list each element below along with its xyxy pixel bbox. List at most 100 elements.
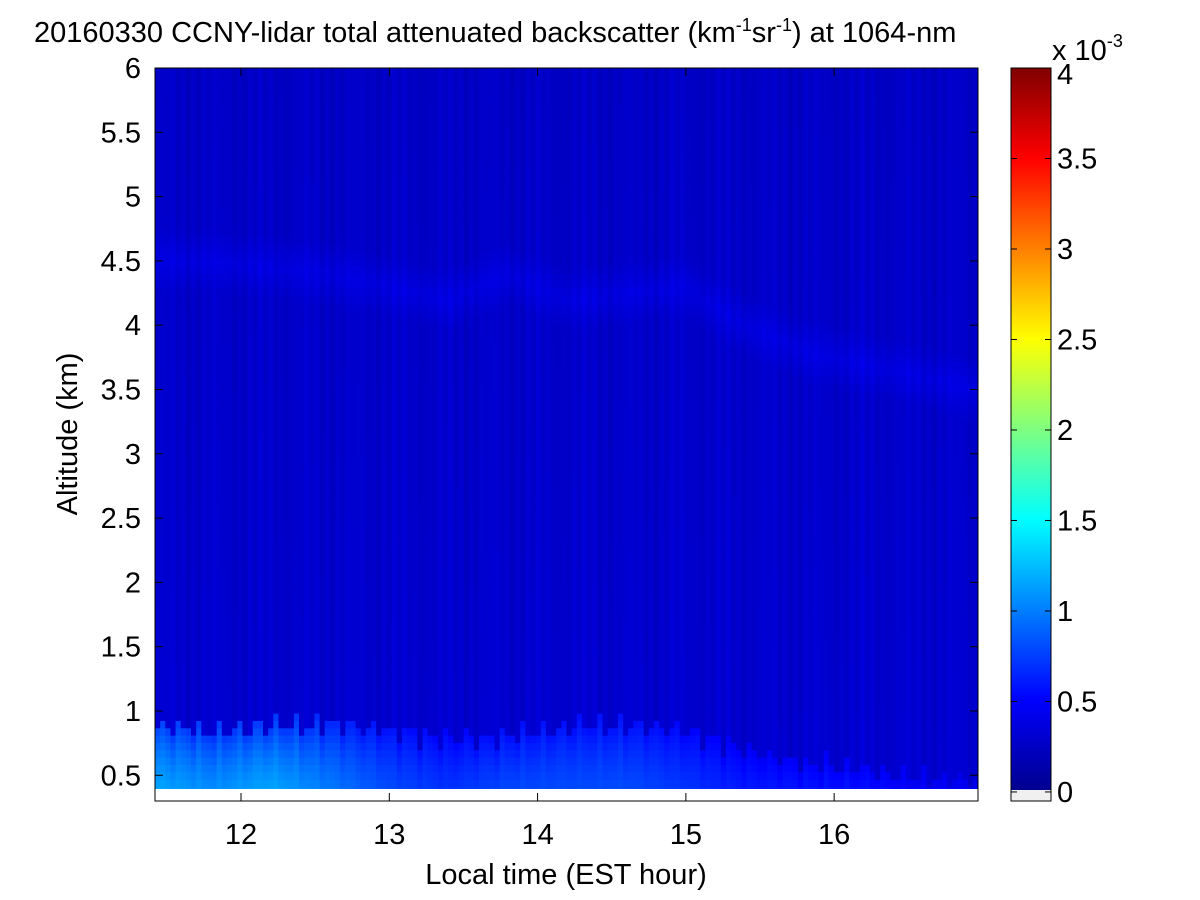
heatmap-cell: [335, 412, 341, 421]
heatmap-cell: [237, 449, 244, 458]
heatmap-cell: [350, 654, 357, 663]
heatmap-cell: [288, 148, 295, 157]
heatmap-cell: [335, 368, 341, 377]
heatmap-cell: [180, 727, 187, 736]
heatmap-cell: [257, 317, 264, 326]
heatmap-cell: [206, 207, 213, 216]
heatmap-cell: [371, 163, 377, 172]
heatmap-cell: [268, 68, 274, 76]
heatmap-cell: [360, 639, 367, 648]
heatmap-cell: [242, 185, 249, 194]
heatmap-cell: [170, 507, 177, 516]
heatmap-cell: [381, 617, 388, 626]
heatmap-cell: [407, 764, 413, 773]
heatmap-cell: [263, 749, 269, 758]
heatmap-cell: [160, 339, 166, 348]
heatmap-cell: [165, 324, 172, 333]
heatmap-cell: [180, 603, 187, 612]
heatmap-cell: [221, 229, 228, 238]
heatmap-cell: [160, 471, 166, 480]
heatmap-cell: [314, 749, 321, 758]
heatmap-cell: [252, 595, 259, 604]
heatmap-cell: [304, 683, 310, 692]
heatmap-cell: [340, 449, 346, 458]
heatmap-cell: [381, 507, 388, 516]
heatmap-cell: [293, 317, 300, 326]
heatmap-cell: [299, 353, 305, 362]
heatmap-cell: [273, 309, 280, 318]
heatmap-cell: [288, 163, 295, 172]
heatmap-cell: [350, 68, 357, 76]
heatmap-cell: [376, 544, 382, 553]
heatmap-cell: [335, 779, 341, 787]
heatmap-cell: [247, 588, 254, 597]
heatmap-cell: [165, 713, 172, 721]
heatmap-cell: [227, 302, 233, 311]
heatmap-cell: [175, 625, 182, 634]
heatmap-cell: [221, 610, 228, 619]
heatmap-cell: [324, 214, 331, 223]
heatmap-cell: [335, 507, 341, 516]
heatmap-cell: [170, 375, 177, 384]
heatmap-cell: [191, 221, 197, 230]
heatmap-cell: [288, 324, 295, 333]
heatmap-cell: [319, 566, 326, 575]
heatmap-cell: [329, 771, 336, 780]
heatmap-cell: [381, 331, 388, 340]
heatmap-cell: [376, 647, 382, 655]
heatmap-cell: [242, 507, 249, 516]
heatmap-cell: [288, 683, 295, 692]
heatmap-cell: [293, 324, 300, 333]
heatmap-cell: [201, 287, 208, 296]
heatmap-cell: [396, 133, 403, 142]
heatmap-cell: [345, 317, 352, 326]
heatmap-cell: [283, 104, 290, 113]
heatmap-cell: [242, 243, 249, 252]
heatmap-cell: [324, 507, 331, 516]
heatmap-cell: [340, 632, 346, 641]
heatmap-cell: [160, 273, 166, 282]
heatmap-cell: [283, 427, 290, 436]
heatmap-cell: [365, 515, 372, 524]
heatmap-cell: [170, 441, 177, 450]
heatmap-cell: [314, 397, 321, 406]
heatmap-cell: [324, 104, 331, 113]
heatmap-cell: [232, 361, 238, 370]
heatmap-cell: [283, 111, 290, 120]
heatmap-cell: [155, 478, 161, 487]
heatmap-cell: [196, 544, 202, 553]
heatmap-cell: [201, 625, 208, 634]
heatmap-cell: [355, 68, 362, 76]
heatmap-cell: [386, 383, 393, 392]
heatmap-cell: [247, 515, 254, 524]
heatmap-cell: [283, 148, 290, 157]
heatmap-cell: [329, 603, 336, 612]
heatmap-cell: [324, 192, 331, 201]
heatmap-cell: [365, 698, 372, 707]
heatmap-cell: [288, 177, 295, 186]
heatmap-cell: [283, 617, 290, 626]
heatmap-cell: [324, 177, 331, 186]
heatmap-cell: [165, 434, 172, 443]
heatmap-cell: [180, 639, 187, 648]
heatmap-cell: [299, 573, 305, 582]
heatmap-cell: [170, 522, 177, 531]
heatmap-cell: [309, 698, 316, 707]
heatmap-cell: [288, 632, 295, 641]
heatmap-cell: [340, 368, 346, 377]
heatmap-cell: [185, 236, 192, 245]
heatmap-cell: [329, 764, 336, 773]
heatmap-cell: [314, 713, 321, 721]
heatmap-cell: [247, 133, 254, 142]
heatmap-cell: [299, 786, 305, 789]
heatmap-cell: [227, 111, 233, 120]
heatmap-cell: [288, 595, 295, 604]
heatmap-cell: [211, 588, 218, 597]
heatmap-cell: [386, 500, 393, 509]
heatmap-cell: [206, 617, 213, 626]
heatmap-cell: [201, 794, 207, 802]
heatmap-cell: [407, 346, 413, 355]
heatmap-cell: [216, 559, 223, 568]
heatmap-cell: [201, 683, 208, 692]
heatmap-cell: [371, 82, 377, 91]
